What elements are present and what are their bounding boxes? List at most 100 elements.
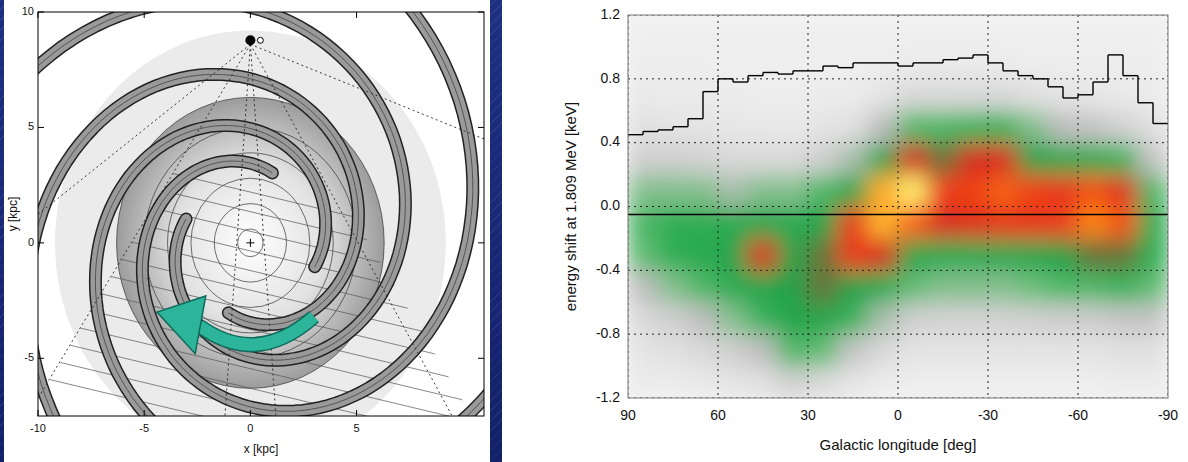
heat-cell [658,78,689,111]
heat-cell [1138,238,1169,271]
heat-cell [928,238,959,271]
heat-cell [808,78,839,111]
step-segment [688,118,703,119]
heat-cell [748,15,779,47]
heat-cell [718,302,749,335]
heat-cell [898,366,929,398]
heat-cell [1108,238,1139,271]
step-segment [973,54,988,55]
heat-cell [1078,46,1109,79]
y-axis-title: energy shift at 1.809 MeV [keV] [562,102,579,311]
y-tick [38,242,44,243]
x-tick-label: -90 [1158,407,1178,423]
heat-cell [688,366,719,398]
heat-cell [838,366,869,398]
y-axis-title: y [kpc] [6,197,20,232]
heat-cell [928,174,959,207]
x-axis-title: x [kpc] [244,442,279,456]
heat-cell [1108,110,1139,143]
heat-cell [898,142,929,175]
heat-cell [958,142,989,175]
heat-cell [748,142,779,175]
y-tick-label: -5 [24,351,34,363]
x-tick-label: -10 [30,422,46,434]
heat-cell [748,46,779,79]
heat-cell [778,238,809,271]
step-segment [853,62,868,63]
heat-cell [658,15,689,47]
y-tick-label: -1.2 [596,389,620,405]
heat-cell [1138,334,1169,367]
step-segment [793,70,808,71]
step-riser [822,66,823,71]
arm-core [38,12,405,416]
heat-cell [898,206,929,239]
heat-cell [838,334,869,367]
heat-cell [928,110,959,143]
heat-cell [1018,78,1049,111]
heat-cell [1108,206,1139,239]
step-segment [988,62,1003,63]
heat-cell [748,206,779,239]
heat-cell [628,238,659,271]
y-tick-label: 0.0 [601,197,621,213]
step-segment [943,59,958,60]
heat-cell [1078,366,1109,398]
line-of-sight [250,44,484,139]
heat-cell [718,174,749,207]
diagram [38,12,484,416]
heat-cell [718,238,749,271]
heat-cell [838,238,869,271]
heat-cell [988,110,1019,143]
arm-outline [38,12,405,416]
y-tick [38,127,44,128]
heat-cell [1078,270,1109,303]
panel-right [502,0,1188,462]
reference-line [628,214,1168,215]
step-segment [658,129,673,130]
heat-cell [778,206,809,239]
heat-cell [628,334,659,367]
step-riser [852,63,853,68]
y-tick-label: 0.4 [601,133,621,149]
heat-cell [1048,142,1079,175]
step-riser [747,76,748,82]
heat-cell [628,270,659,303]
heat-cell [1078,110,1109,143]
heat-cell [1108,302,1139,335]
heat-cell [628,78,659,111]
heat-cell [988,366,1019,398]
y-tick [38,358,44,359]
y-tick [478,358,484,359]
heat-cell [988,238,1019,271]
step-riser [1152,103,1153,124]
figure: -10-505-50510x [kpc]y [kpc]9060300-30-60… [0,0,1188,462]
heat-cell [1108,334,1139,367]
step-riser [1122,55,1123,76]
heat-cell [928,15,959,47]
heat-cell [748,238,779,271]
heat-cell [658,174,689,207]
heat-cell [838,142,869,175]
heat-cell [1048,15,1079,47]
heat-cell [1108,366,1139,398]
heat-cell [628,206,659,239]
heat-cell [838,46,869,79]
heat-cell [748,78,779,111]
marker [257,37,263,43]
heat-cell [898,174,929,207]
heat-cell [688,15,719,47]
step-segment [1153,123,1168,124]
y-tick-label: 5 [28,120,34,132]
heat-cell [658,270,689,303]
heat-cell [958,302,989,335]
x-tick [38,12,39,18]
heat-cell [688,46,719,79]
x-tick [356,12,357,18]
x-tick [144,410,145,416]
step-riser [1047,79,1048,87]
heat-cell [718,366,749,398]
heat-cell [778,366,809,398]
grid-line [628,334,1168,335]
heat-cell [988,15,1019,47]
